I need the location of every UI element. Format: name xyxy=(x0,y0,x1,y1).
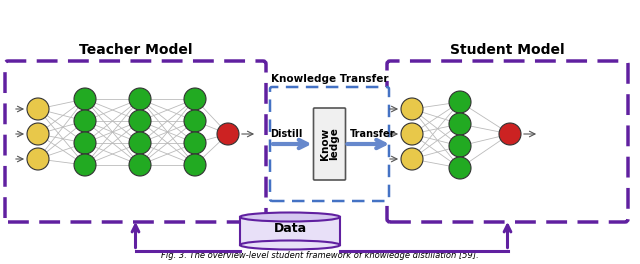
Circle shape xyxy=(129,154,151,176)
Circle shape xyxy=(401,98,423,120)
Circle shape xyxy=(27,148,49,170)
Circle shape xyxy=(74,132,96,154)
Circle shape xyxy=(129,88,151,110)
Text: Teacher Model: Teacher Model xyxy=(79,43,192,57)
Circle shape xyxy=(27,98,49,120)
FancyBboxPatch shape xyxy=(5,61,266,222)
Circle shape xyxy=(401,123,423,145)
Text: Know
ledge: Know ledge xyxy=(320,128,339,161)
Circle shape xyxy=(217,123,239,145)
Ellipse shape xyxy=(240,213,340,221)
Circle shape xyxy=(184,132,206,154)
Circle shape xyxy=(401,148,423,170)
Text: Distill: Distill xyxy=(270,129,302,139)
Text: Knowledge Transfer: Knowledge Transfer xyxy=(271,74,388,84)
Text: Data: Data xyxy=(273,223,307,235)
Circle shape xyxy=(184,88,206,110)
Ellipse shape xyxy=(240,241,340,249)
Text: Student Model: Student Model xyxy=(450,43,565,57)
FancyBboxPatch shape xyxy=(270,87,389,201)
Circle shape xyxy=(499,123,521,145)
Circle shape xyxy=(27,123,49,145)
Circle shape xyxy=(449,113,471,135)
Circle shape xyxy=(449,157,471,179)
Bar xyxy=(240,217,340,245)
Circle shape xyxy=(74,110,96,132)
Circle shape xyxy=(129,132,151,154)
Circle shape xyxy=(74,88,96,110)
Text: Transfer: Transfer xyxy=(350,129,396,139)
FancyBboxPatch shape xyxy=(314,108,346,180)
Circle shape xyxy=(129,110,151,132)
Circle shape xyxy=(184,110,206,132)
Text: Fig. 3. The overview-level student framework of knowledge distillation [59].: Fig. 3. The overview-level student frame… xyxy=(161,251,479,260)
Circle shape xyxy=(449,91,471,113)
Circle shape xyxy=(184,154,206,176)
Circle shape xyxy=(449,135,471,157)
Circle shape xyxy=(74,154,96,176)
FancyBboxPatch shape xyxy=(387,61,628,222)
